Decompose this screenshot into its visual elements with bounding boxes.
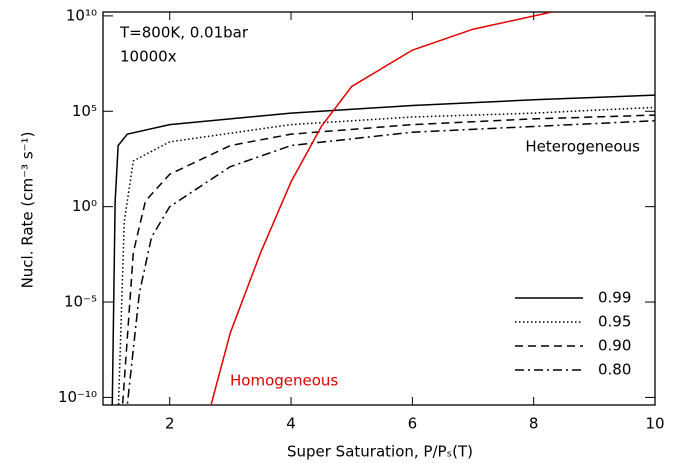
legend-label: 0.90	[598, 337, 631, 355]
annotation: 10000x	[120, 48, 177, 66]
series-line	[210, 12, 553, 405]
y-tick-label: 10⁰	[72, 197, 97, 215]
plot-area	[111, 12, 655, 405]
plot-frame	[102, 11, 656, 406]
y-tick-label: 10⁵	[72, 102, 97, 120]
series-line	[117, 106, 655, 405]
x-tick-label: 2	[165, 415, 175, 433]
x-tick-label: 8	[529, 415, 539, 433]
series-line	[111, 94, 655, 405]
x-axis-label: Super Saturation, P/Pₛ(T)	[287, 443, 473, 461]
annotation: T=800K, 0.01bar	[119, 24, 249, 42]
y-tick-label: 10⁻¹⁰	[58, 388, 97, 406]
x-tick-label: 6	[408, 415, 418, 433]
series-line	[121, 114, 655, 405]
annotation: Homogeneous	[230, 372, 338, 390]
legend-label: 0.80	[598, 361, 631, 379]
y-axis-label: Nucl. Rate (cm⁻³ s⁻¹)	[19, 132, 37, 289]
x-tick-label: 10	[645, 415, 664, 433]
x-tick-label: 4	[286, 415, 296, 433]
series-line	[126, 119, 655, 405]
y-tick-label: 10¹⁰	[66, 6, 97, 24]
annotation: Heterogeneous	[525, 138, 640, 156]
legend-label: 0.95	[598, 313, 631, 331]
legend-label: 0.99	[598, 289, 631, 307]
y-tick-label: 10⁻⁵	[64, 293, 97, 311]
